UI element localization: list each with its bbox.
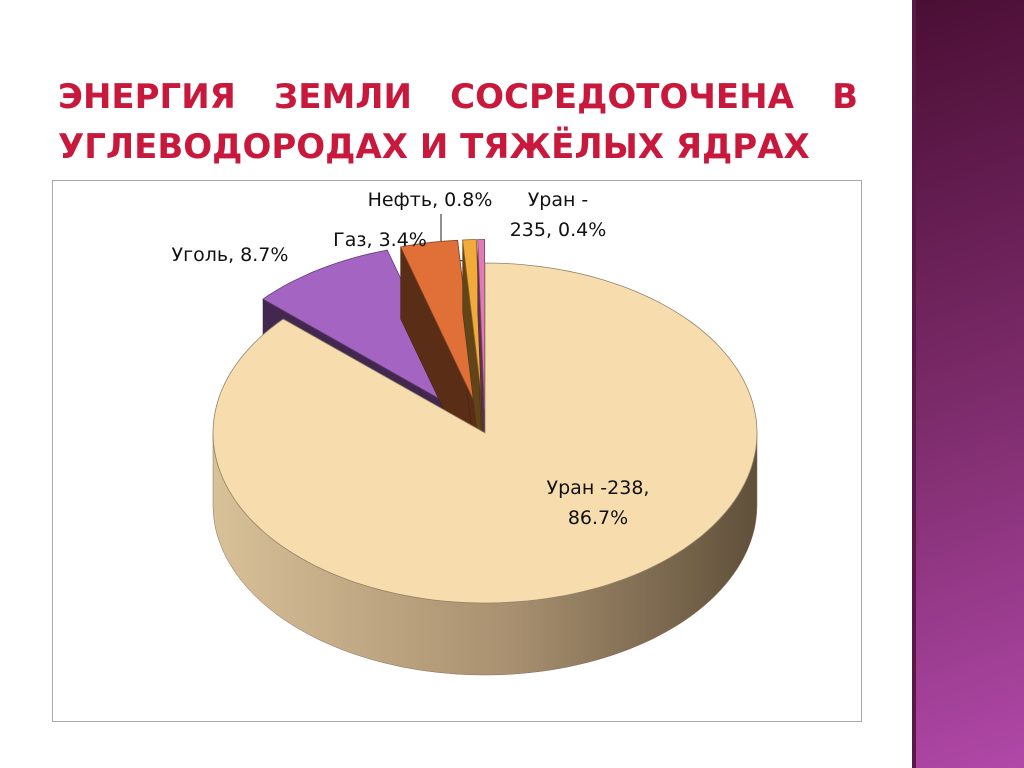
data-label: Уран - 235, 0.4%: [509, 189, 607, 241]
data-label: Уголь, 8.7%: [171, 244, 289, 266]
slice: [477, 238, 485, 410]
slice: [400, 239, 479, 410]
slice: [212, 262, 758, 604]
slice: [262, 249, 466, 415]
data-label: Нефть, 0.8%: [367, 189, 493, 211]
data-label: Газ, 3.4%: [333, 229, 427, 251]
slide-title: ЭНЕРГИЯ ЗЕМЛИ СОСРЕДОТОЧЕНА В УГЛЕВОДОРО…: [58, 77, 858, 167]
data-label: Уран -238, 86.7%: [546, 477, 650, 529]
side-bar: [912, 0, 1024, 768]
